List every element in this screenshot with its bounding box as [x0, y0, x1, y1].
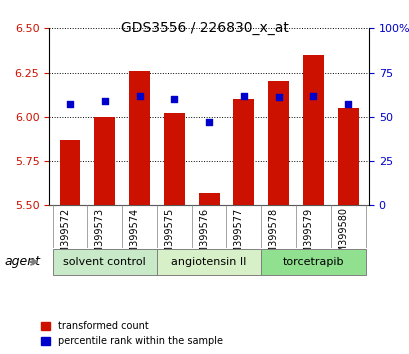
Point [309, 93, 316, 98]
Bar [267, 81, 288, 205]
Point [136, 93, 142, 98]
Text: GSM399576: GSM399576 [199, 207, 209, 267]
FancyBboxPatch shape [52, 249, 157, 275]
Bar [337, 108, 358, 205]
Text: GSM399575: GSM399575 [164, 207, 174, 267]
Point [205, 119, 212, 125]
Text: GSM399578: GSM399578 [268, 207, 278, 267]
Bar [198, 193, 219, 205]
Bar [59, 140, 80, 205]
Legend: transformed count, percentile rank within the sample: transformed count, percentile rank withi… [38, 319, 225, 349]
Bar [164, 113, 184, 205]
Point [67, 102, 73, 107]
Point [240, 93, 247, 98]
Bar [129, 71, 150, 205]
Point [275, 95, 281, 100]
Bar [302, 55, 323, 205]
Bar [233, 99, 254, 205]
Text: GSM399574: GSM399574 [129, 207, 139, 267]
Text: angiotensin II: angiotensin II [171, 257, 246, 267]
Text: solvent control: solvent control [63, 257, 146, 267]
Point [344, 102, 351, 107]
Point [101, 98, 108, 104]
Text: GDS3556 / 226830_x_at: GDS3556 / 226830_x_at [121, 21, 288, 35]
Bar [94, 117, 115, 205]
Text: agent: agent [5, 256, 41, 268]
FancyBboxPatch shape [157, 249, 261, 275]
Text: GSM399577: GSM399577 [233, 207, 243, 267]
Text: GSM399580: GSM399580 [337, 207, 347, 267]
Text: torcetrapib: torcetrapib [282, 257, 343, 267]
Text: GSM399573: GSM399573 [94, 207, 105, 267]
FancyBboxPatch shape [261, 249, 365, 275]
Point [171, 96, 177, 102]
Text: GSM399572: GSM399572 [60, 207, 70, 267]
Text: GSM399579: GSM399579 [303, 207, 312, 267]
